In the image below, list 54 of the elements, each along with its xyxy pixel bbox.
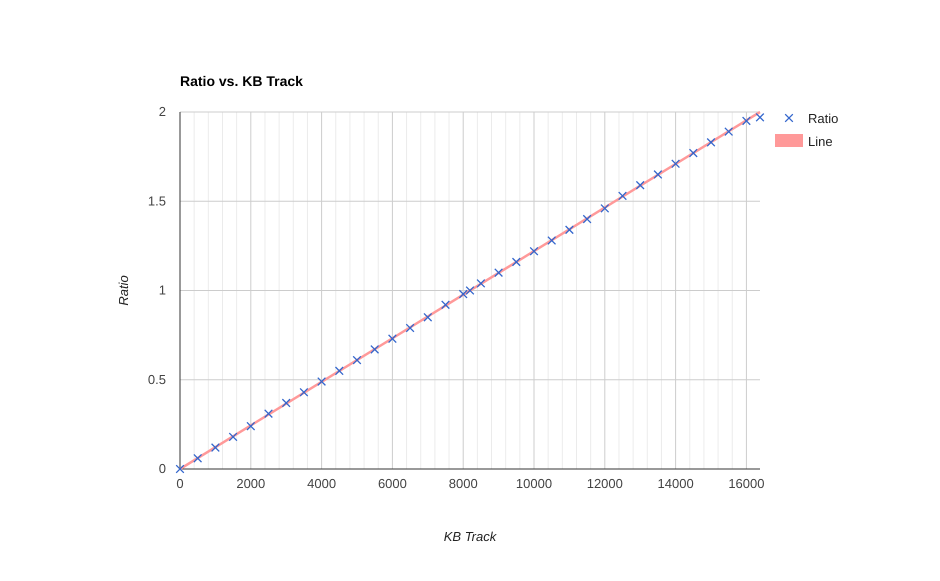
x-tick-label: 16000	[728, 476, 764, 492]
y-tick-label: 1.5	[148, 193, 166, 208]
x-tick-label: 14000	[658, 476, 694, 492]
x-tick-label: 2000	[236, 476, 266, 492]
y-tick-label: 1	[158, 282, 166, 298]
point	[370, 344, 380, 354]
x-tick-label: 4000	[307, 476, 336, 492]
legend-label: Line	[808, 134, 833, 149]
point	[653, 170, 662, 179]
point	[636, 180, 645, 190]
x-axis-title: KB Track	[444, 529, 498, 544]
x-tick-label: 10000	[516, 476, 552, 492]
chart-title: Ratio vs. KB Track	[180, 73, 304, 89]
point	[388, 334, 397, 344]
point	[299, 388, 308, 397]
point	[618, 191, 627, 200]
point	[530, 246, 538, 256]
x-tick-label: 0	[176, 476, 184, 492]
point	[423, 312, 432, 322]
point	[512, 257, 521, 266]
point	[756, 112, 764, 122]
point	[441, 300, 450, 310]
point	[724, 127, 734, 136]
x-tick-label: 6000	[378, 476, 407, 492]
point	[334, 366, 344, 376]
y-tick-label: 0.5	[148, 372, 166, 387]
point	[176, 464, 184, 474]
y-tick-label: 0	[158, 461, 166, 476]
point	[600, 204, 610, 213]
point	[706, 138, 716, 147]
point	[564, 225, 574, 234]
point	[406, 324, 415, 332]
point	[466, 286, 474, 295]
point	[246, 422, 256, 431]
point	[193, 454, 202, 463]
point	[582, 214, 592, 224]
point	[282, 398, 291, 408]
point	[742, 116, 751, 126]
point	[228, 432, 238, 442]
x-tick-label: 8000	[448, 476, 478, 492]
point	[458, 290, 468, 299]
point	[264, 409, 273, 418]
point	[210, 443, 220, 452]
y-tick-label: 2	[158, 104, 166, 120]
point	[476, 278, 486, 288]
y-axis-title: Ratio	[116, 275, 131, 306]
point	[317, 377, 326, 386]
x-tick-label: 12000	[586, 476, 623, 492]
legend-label: Ratio	[808, 111, 838, 126]
point	[688, 148, 698, 158]
point	[547, 236, 556, 245]
point	[352, 356, 362, 365]
point	[671, 159, 680, 168]
point	[494, 268, 504, 278]
